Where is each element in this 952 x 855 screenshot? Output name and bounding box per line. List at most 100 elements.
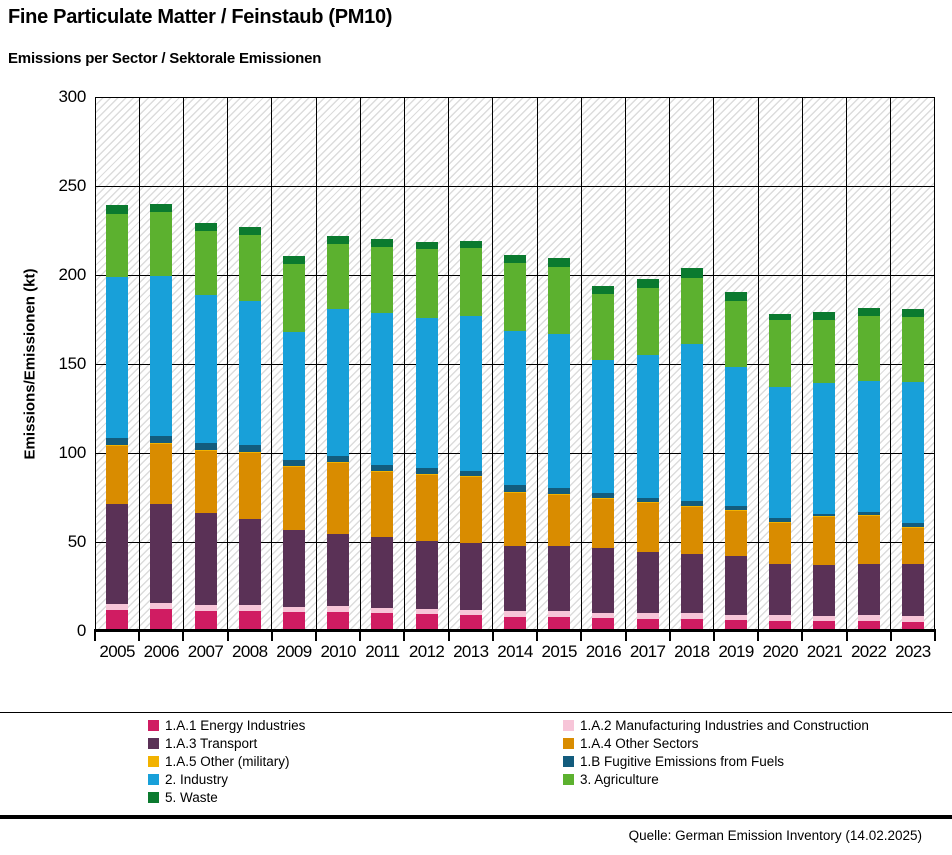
gridline-vertical [403, 97, 405, 631]
bar-segment [769, 522, 792, 524]
bar-segment [415, 614, 438, 631]
bar-segment [327, 461, 350, 463]
bar-segment [813, 565, 836, 616]
bar-segment [194, 512, 217, 606]
gridline-vertical [492, 97, 494, 631]
legend-item: 1.A.3 Transport [148, 737, 563, 750]
bar-segment [327, 534, 350, 607]
y-tick-label: 200 [58, 265, 87, 284]
bar-segment [150, 444, 173, 504]
x-axis-tick [359, 632, 362, 641]
bar-segment [769, 314, 792, 321]
bar-segment [725, 366, 748, 506]
bar-segment [238, 445, 261, 453]
legend-swatch [148, 738, 159, 749]
bar-segment [194, 295, 217, 444]
x-tick-label: 2013 [453, 642, 489, 661]
x-axis-tick [315, 632, 318, 641]
legend-swatch [563, 756, 574, 767]
bar-segment [813, 615, 836, 622]
x-axis-tick [182, 632, 185, 641]
bar-segment [769, 517, 792, 523]
bar-segment [636, 551, 659, 614]
bar-segment [150, 211, 173, 276]
x-axis-tick [934, 632, 936, 641]
x-axis-tick [403, 632, 406, 641]
bar-segment [504, 255, 526, 264]
bar-segment [371, 313, 394, 466]
bar-segment [371, 465, 394, 471]
legend-swatch [148, 756, 159, 767]
bar-segment [901, 527, 924, 565]
bar-segment [680, 553, 703, 614]
bar-segment [592, 293, 615, 360]
bar-segment [327, 308, 350, 456]
bar-segment [592, 617, 615, 631]
bar-segment [106, 437, 129, 445]
bar-segment [901, 526, 924, 528]
bar-segment [238, 452, 261, 453]
bar-segment [282, 467, 305, 530]
legend-label: 3. Agriculture [580, 772, 659, 787]
bar-segment [504, 492, 526, 494]
x-axis-tick [668, 632, 671, 641]
x-axis-tick [138, 632, 141, 641]
bar-segment [901, 381, 924, 524]
bar-segment [725, 509, 748, 511]
bar-segment [680, 613, 703, 620]
y-tick-label: 100 [58, 443, 87, 462]
x-tick-label: 2017 [629, 642, 666, 661]
x-tick-label: 2023 [895, 642, 931, 661]
bar-segment [282, 606, 305, 613]
bar-segment [194, 443, 217, 451]
bar-segment [548, 258, 571, 267]
x-tick-label: 2022 [850, 642, 887, 661]
gridline-vertical [138, 97, 140, 631]
legend-label: 1.A.2 Manufacturing Industries and Const… [580, 718, 869, 733]
bar-segment [371, 613, 394, 631]
bar-segment [238, 300, 261, 445]
gridline-vertical [890, 97, 892, 631]
x-tick-label: 2021 [806, 642, 843, 661]
bar-segment [504, 263, 526, 332]
bar-segment [459, 248, 482, 316]
x-tick-label: 2016 [585, 642, 622, 661]
legend-swatch [563, 738, 574, 749]
legend-item: 1.B Fugitive Emissions from Fuels [563, 755, 940, 768]
bar-segment [106, 276, 129, 438]
bar-segment [680, 619, 703, 631]
bar-segment [327, 235, 350, 244]
bar-segment [459, 315, 482, 471]
bar-segment [725, 291, 748, 301]
bar-segment [371, 470, 394, 472]
bar-segment [857, 315, 880, 381]
bar-segment [282, 612, 305, 631]
bar-segment [327, 612, 350, 631]
bar-segment [636, 501, 659, 503]
x-axis-tick [447, 632, 450, 641]
x-axis-tick [226, 632, 229, 641]
bar-segment [813, 516, 836, 518]
bar-segment [371, 246, 394, 314]
gridline-vertical [846, 97, 848, 631]
bar-segment [371, 238, 394, 247]
bar-segment [238, 611, 261, 631]
bar-segment [857, 516, 880, 565]
x-axis-line [94, 629, 936, 632]
legend-item: 1.A.1 Energy Industries [148, 719, 563, 732]
x-axis-tick [712, 632, 715, 641]
y-tick-label: 0 [76, 621, 86, 640]
bar-segment [238, 234, 261, 301]
bar-segment [106, 213, 129, 277]
bar-segment [901, 615, 924, 623]
bar-segment [857, 307, 880, 316]
bar-segment [901, 316, 924, 382]
bar-segment [592, 498, 615, 549]
legend-item: 1.A.4 Other Sectors [563, 737, 940, 750]
bar-segment [238, 453, 261, 519]
gridline-vertical [182, 97, 184, 631]
bar-segment [327, 606, 350, 613]
legend-divider-top [0, 712, 952, 713]
x-tick-label: 2020 [762, 642, 799, 661]
x-axis-tick [270, 632, 273, 641]
